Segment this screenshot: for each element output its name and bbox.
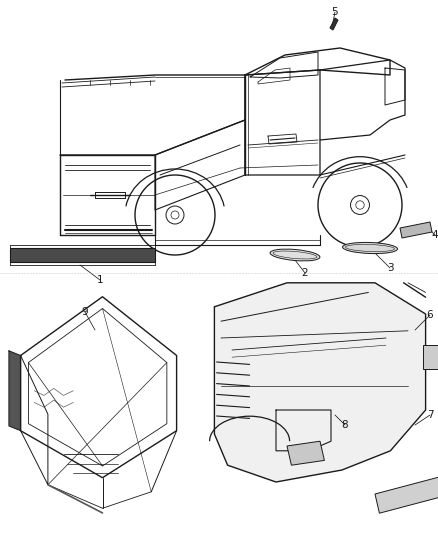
Polygon shape xyxy=(400,222,432,238)
Polygon shape xyxy=(214,283,426,482)
Text: 2: 2 xyxy=(302,268,308,278)
Text: 5: 5 xyxy=(332,7,338,17)
Polygon shape xyxy=(424,345,438,369)
Text: 3: 3 xyxy=(387,263,393,273)
Polygon shape xyxy=(375,475,438,513)
Text: 6: 6 xyxy=(427,310,433,320)
Polygon shape xyxy=(9,351,21,431)
Text: 1: 1 xyxy=(97,275,103,285)
Ellipse shape xyxy=(343,243,397,254)
Ellipse shape xyxy=(270,249,320,261)
Polygon shape xyxy=(330,18,338,30)
Text: 9: 9 xyxy=(82,307,88,317)
Polygon shape xyxy=(10,248,155,262)
Polygon shape xyxy=(287,441,325,465)
Text: 4: 4 xyxy=(432,230,438,240)
Text: 8: 8 xyxy=(342,420,348,430)
Text: 7: 7 xyxy=(427,410,433,420)
